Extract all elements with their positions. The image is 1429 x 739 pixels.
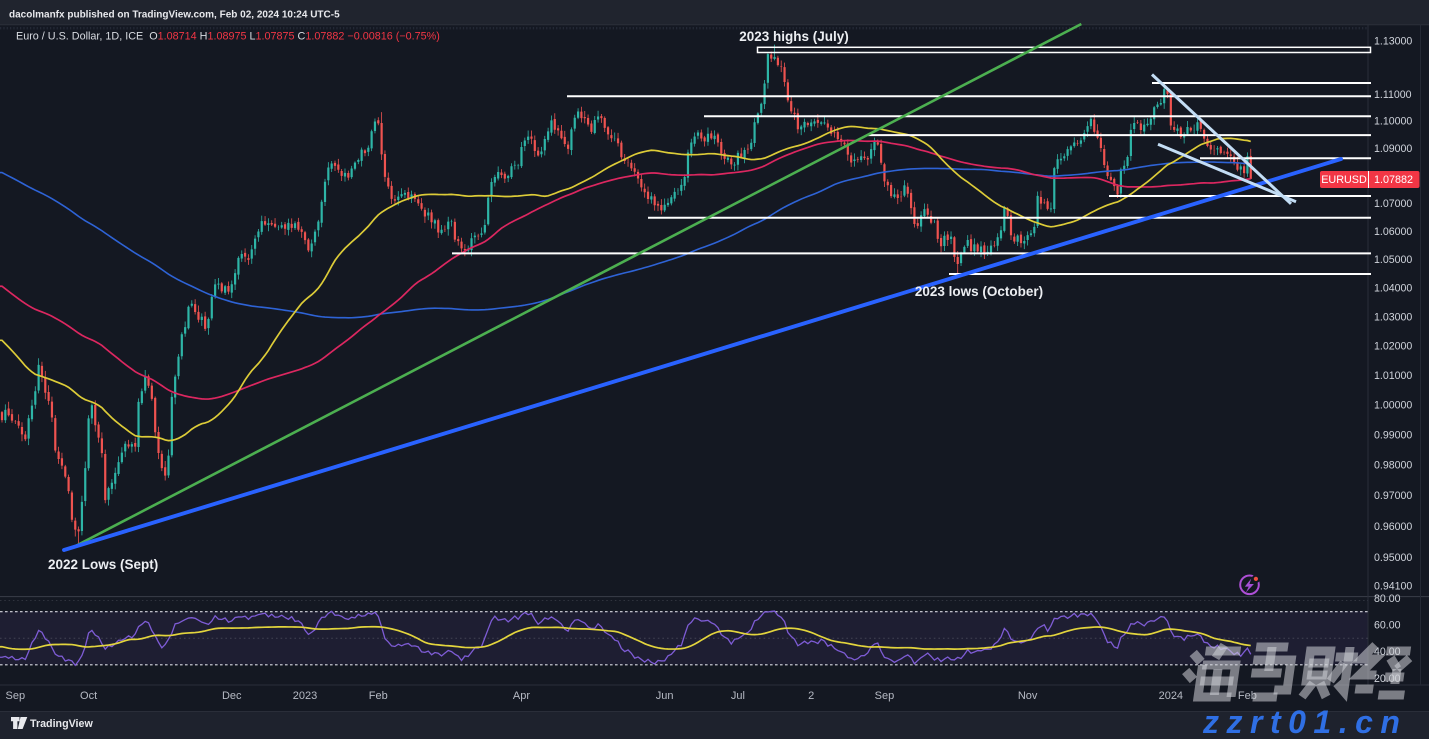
svg-text:1.06000: 1.06000 — [1374, 226, 1412, 238]
svg-text:1.11000: 1.11000 — [1374, 89, 1412, 101]
svg-text:2: 2 — [808, 690, 814, 702]
svg-text:0.95000: 0.95000 — [1374, 552, 1412, 564]
svg-text:Nov: Nov — [1018, 690, 1038, 702]
svg-text:Feb: Feb — [1238, 690, 1257, 702]
svg-text:1.02000: 1.02000 — [1374, 340, 1412, 352]
svg-text:0.94100: 0.94100 — [1374, 580, 1412, 592]
svg-text:1.07000: 1.07000 — [1374, 198, 1412, 210]
svg-text:1.10000: 1.10000 — [1374, 116, 1412, 128]
svg-text:2023 highs (July): 2023 highs (July) — [739, 29, 849, 44]
svg-text:1.07882: 1.07882 — [1374, 174, 1413, 186]
svg-text:60.00: 60.00 — [1374, 620, 1401, 632]
svg-text:Sep: Sep — [6, 690, 26, 702]
svg-text:Jun: Jun — [656, 690, 674, 702]
svg-text:0.99000: 0.99000 — [1374, 429, 1412, 441]
svg-text:0.96000: 0.96000 — [1374, 521, 1412, 533]
svg-text:0.98000: 0.98000 — [1374, 460, 1412, 472]
svg-text:EURUSD: EURUSD — [1321, 174, 1367, 186]
svg-text:Apr: Apr — [513, 690, 530, 702]
svg-text:zzrt01.cn: zzrt01.cn — [1202, 704, 1407, 739]
svg-text:1.01000: 1.01000 — [1374, 370, 1412, 382]
svg-text:2022 Lows (Sept): 2022 Lows (Sept) — [48, 557, 158, 572]
svg-text:1.05000: 1.05000 — [1374, 254, 1412, 266]
svg-text:TradingView: TradingView — [30, 718, 93, 730]
svg-text:1.00000: 1.00000 — [1374, 399, 1412, 411]
svg-text:1.13000: 1.13000 — [1374, 36, 1412, 48]
svg-text:1.09000: 1.09000 — [1374, 143, 1412, 155]
svg-text:Feb: Feb — [369, 690, 388, 702]
svg-text:2023 lows (October): 2023 lows (October) — [915, 284, 1043, 299]
svg-text:2023: 2023 — [293, 690, 317, 702]
svg-text:dacolmanfx published on Tradin: dacolmanfx published on TradingView.com,… — [9, 10, 340, 21]
svg-text:2024: 2024 — [1159, 690, 1183, 702]
svg-text:1.04000: 1.04000 — [1374, 283, 1412, 295]
svg-text:80.00: 80.00 — [1374, 593, 1401, 605]
svg-text:Jul: Jul — [731, 690, 745, 702]
svg-text:Sep: Sep — [875, 690, 895, 702]
svg-text:0.97000: 0.97000 — [1374, 490, 1412, 502]
svg-text:Euro / U.S. Dollar, 1D, ICE O: Euro / U.S. Dollar, 1D, ICE O1.08714 H1.… — [16, 31, 440, 43]
svg-text:Oct: Oct — [80, 690, 97, 702]
svg-text:1.03000: 1.03000 — [1374, 311, 1412, 323]
svg-text:Dec: Dec — [222, 690, 242, 702]
